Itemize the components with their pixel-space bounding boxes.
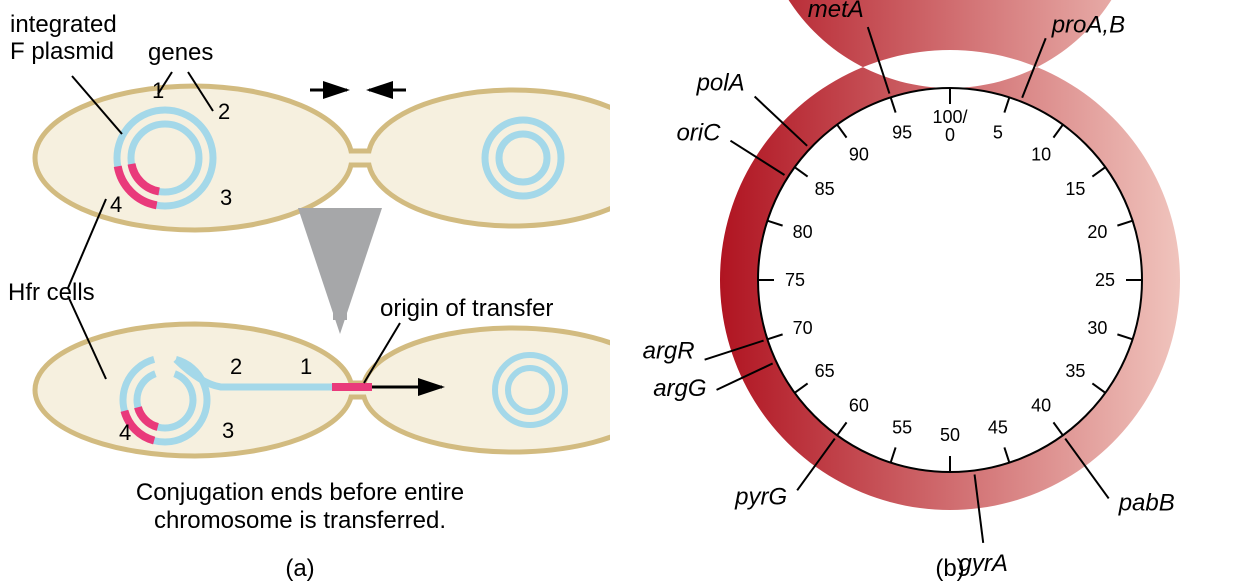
- panel-a-svg: 1 2 3 4 1 2 3 4 integratedF plasmid genes Hfr cell…: [0, 0, 610, 588]
- tick-label-30: 30: [1087, 318, 1107, 338]
- tick-label-85: 85: [815, 179, 835, 199]
- tick-label-80: 80: [793, 222, 813, 242]
- gene-num-bottom-1: 1: [300, 354, 312, 379]
- gene-label-proA,B: proA,B: [1051, 11, 1125, 38]
- tick-label-95: 95: [892, 123, 912, 143]
- label-origin-of-transfer: origin of transfer: [380, 295, 553, 322]
- panel-letter-a: (a): [285, 555, 314, 582]
- gene-label-pyrG: pyrG: [734, 483, 787, 510]
- caption-a: Conjugation ends before entirechromosome…: [136, 479, 464, 534]
- tick-label-65: 65: [815, 361, 835, 381]
- tick-label-50: 50: [940, 425, 960, 445]
- label-integrated-f-plasmid: integratedF plasmid: [10, 11, 117, 65]
- tick-label-40: 40: [1031, 395, 1051, 415]
- tick-label-10: 10: [1031, 145, 1051, 165]
- label-hfr-cells: Hfr cells: [8, 279, 95, 306]
- panel-b-svg: 100/051015202530354045505560657075808590…: [610, 0, 1250, 588]
- tick-label-55: 55: [892, 417, 912, 437]
- gene-num-bottom-2: 2: [230, 354, 242, 379]
- map-inner-circle: [758, 88, 1142, 472]
- gene-label-polA: polA: [696, 70, 745, 97]
- panel-b: 100/051015202530354045505560657075808590…: [610, 0, 1250, 588]
- tick-label-25: 25: [1095, 270, 1115, 290]
- tick-label-45: 45: [988, 417, 1008, 437]
- gene-label-oriC: oriC: [676, 120, 721, 147]
- gene-num-top-4: 4: [110, 192, 122, 217]
- gene-num-bottom-4: 4: [119, 420, 131, 445]
- gene-label-argR: argR: [643, 338, 695, 365]
- gene-num-bottom-3: 3: [222, 418, 234, 443]
- tick-label-15: 15: [1065, 179, 1085, 199]
- tick-label-75: 75: [785, 270, 805, 290]
- tick-label-20: 20: [1087, 222, 1107, 242]
- tick-label-35: 35: [1065, 361, 1085, 381]
- gene-num-top-2: 2: [218, 99, 230, 124]
- tick-label-60: 60: [849, 395, 869, 415]
- gene-label-gyrA: gyrA: [959, 550, 1008, 577]
- gene-num-top-1: 1: [152, 78, 164, 103]
- panel-letter-b: (b): [935, 555, 964, 582]
- panel-a: 1 2 3 4 1 2 3 4 integratedF plasmid genes Hfr cell…: [0, 0, 610, 588]
- gene-label-metA: metA: [808, 0, 864, 23]
- gene-num-top-3: 3: [220, 185, 232, 210]
- label-genes: genes: [148, 39, 213, 66]
- tick-label-70: 70: [793, 318, 813, 338]
- gene-label-argG: argG: [653, 375, 706, 402]
- tick-label-5: 5: [993, 123, 1003, 143]
- tick-label-90: 90: [849, 145, 869, 165]
- gene-label-pabB: pabB: [1118, 489, 1175, 516]
